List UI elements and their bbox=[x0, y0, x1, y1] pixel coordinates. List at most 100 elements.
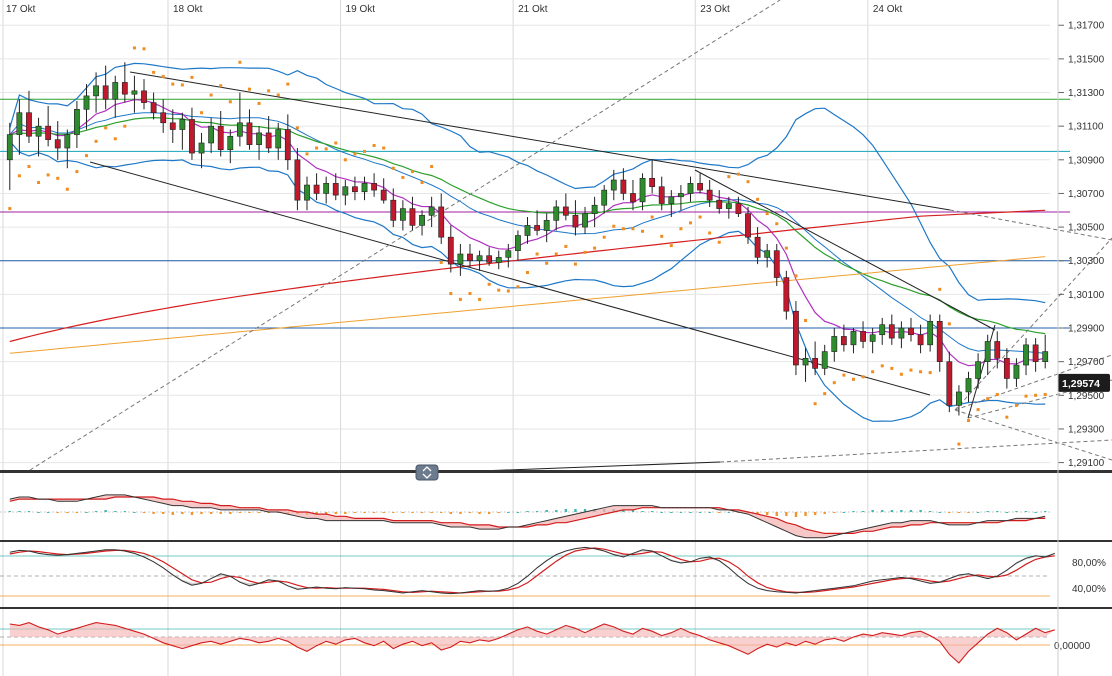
candle-body bbox=[179, 119, 186, 130]
psar-dot bbox=[765, 212, 769, 216]
macd-histogram-bar bbox=[852, 511, 855, 512]
macd-histogram-bar bbox=[372, 512, 376, 513]
psar-dot bbox=[717, 240, 721, 244]
psar-dot bbox=[56, 176, 60, 180]
candle-body bbox=[26, 112, 32, 137]
macd-histogram-bar bbox=[756, 512, 759, 514]
candle-body bbox=[112, 82, 119, 100]
psar-dot bbox=[449, 292, 453, 296]
macd-histogram-bar bbox=[890, 510, 894, 512]
candle-body bbox=[898, 327, 905, 339]
price-tick-label: 1,30300 bbox=[1068, 256, 1105, 267]
trendline bbox=[129, 71, 951, 211]
candle-body bbox=[668, 196, 675, 204]
psar-dot bbox=[420, 181, 424, 185]
macd-histogram-bar bbox=[161, 512, 165, 514]
candle-body bbox=[275, 129, 282, 149]
candle-body bbox=[745, 213, 751, 238]
macd-histogram-bar bbox=[75, 512, 79, 513]
trendline bbox=[89, 161, 931, 396]
macd-histogram-bar bbox=[420, 512, 424, 513]
macd-histogram-bar bbox=[1034, 512, 1037, 513]
macd-histogram-bar bbox=[219, 512, 222, 514]
candle-body bbox=[35, 125, 42, 137]
macd-histogram-bar bbox=[794, 512, 798, 517]
macd-histogram-bar bbox=[229, 512, 232, 514]
date-label: 17 Okt bbox=[6, 4, 36, 15]
macd-histogram-bar bbox=[813, 512, 817, 515]
psar-dot bbox=[334, 141, 338, 145]
candle-body bbox=[486, 255, 493, 263]
psar-dot bbox=[938, 287, 942, 291]
candle-body bbox=[879, 324, 886, 336]
macd-histogram-bar bbox=[430, 512, 433, 513]
candle-body bbox=[888, 324, 895, 339]
macd-histogram-bar bbox=[718, 512, 721, 513]
candle-body bbox=[1023, 344, 1029, 366]
psar-dot bbox=[1034, 393, 1038, 397]
psar-dot bbox=[986, 397, 990, 401]
price-tick-label: 1,30500 bbox=[1068, 223, 1105, 234]
candle-body bbox=[773, 250, 780, 278]
x-axis-dates: 17 Okt 18 Okt 19 Okt 21 Okt 23 Okt 24 Okt bbox=[6, 4, 903, 15]
psar-dot bbox=[171, 82, 175, 86]
candles bbox=[6, 62, 1049, 416]
ema-longest-line bbox=[9, 256, 1046, 354]
macd-histogram-bar bbox=[1005, 512, 1009, 513]
psar-dot bbox=[621, 227, 625, 231]
candle-body bbox=[342, 186, 349, 196]
macd-histogram-bar bbox=[56, 512, 59, 513]
candle-body bbox=[284, 129, 291, 161]
candle-body bbox=[54, 139, 61, 149]
psar-dot bbox=[660, 234, 664, 238]
macd-histogram-bar bbox=[986, 511, 989, 512]
psar-dot bbox=[861, 375, 865, 379]
psar-dot bbox=[708, 231, 712, 235]
psar-dot bbox=[727, 175, 731, 179]
last-price-badge bbox=[1058, 373, 1110, 392]
candle-body bbox=[198, 142, 205, 154]
psar-dot bbox=[401, 175, 405, 179]
macd-histogram-bar bbox=[516, 512, 520, 513]
price-tick-label: 1,29300 bbox=[1068, 424, 1105, 435]
psar-dot bbox=[430, 165, 434, 169]
psar-dot bbox=[382, 146, 386, 150]
candle-body bbox=[64, 134, 71, 149]
psar-dot bbox=[458, 297, 462, 301]
macd-histogram-bar bbox=[727, 512, 731, 513]
candle-body bbox=[908, 327, 914, 336]
psar-dot bbox=[995, 392, 999, 396]
candle-body bbox=[1003, 357, 1010, 379]
candle-body bbox=[476, 255, 483, 262]
macd-histogram-bar bbox=[765, 512, 769, 515]
candle-body bbox=[821, 351, 828, 369]
macd-histogram-bar bbox=[574, 509, 577, 512]
candle-body bbox=[208, 125, 215, 144]
psar-dot bbox=[190, 75, 194, 79]
trendline bbox=[954, 237, 1112, 411]
macd-histogram-bar bbox=[46, 512, 50, 513]
macd-histogram-bar bbox=[66, 512, 69, 513]
psar-dot bbox=[794, 274, 798, 278]
panel-resize-handle bbox=[415, 464, 439, 481]
psar-dot bbox=[8, 207, 12, 211]
psar-dot bbox=[439, 260, 443, 264]
candle-body bbox=[265, 132, 272, 149]
psar-dot bbox=[535, 252, 539, 256]
psar-dot bbox=[506, 289, 510, 293]
macd-histogram-bar bbox=[689, 512, 692, 513]
macd-histogram-bar bbox=[698, 512, 702, 513]
psar-dot bbox=[46, 173, 50, 177]
date-label: 23 Okt bbox=[700, 4, 730, 15]
macd-histogram-bar bbox=[564, 509, 568, 512]
bollinger-upper bbox=[9, 62, 1046, 304]
date-label: 24 Okt bbox=[873, 4, 903, 15]
macd-histogram-bar bbox=[104, 510, 107, 512]
macd-histogram-bar bbox=[1044, 511, 1047, 512]
psar-dot bbox=[324, 147, 328, 151]
candle-body bbox=[323, 183, 330, 194]
macd-histogram-bar bbox=[775, 512, 778, 516]
macd-histogram-bar bbox=[900, 510, 903, 512]
candle-body bbox=[332, 183, 339, 196]
